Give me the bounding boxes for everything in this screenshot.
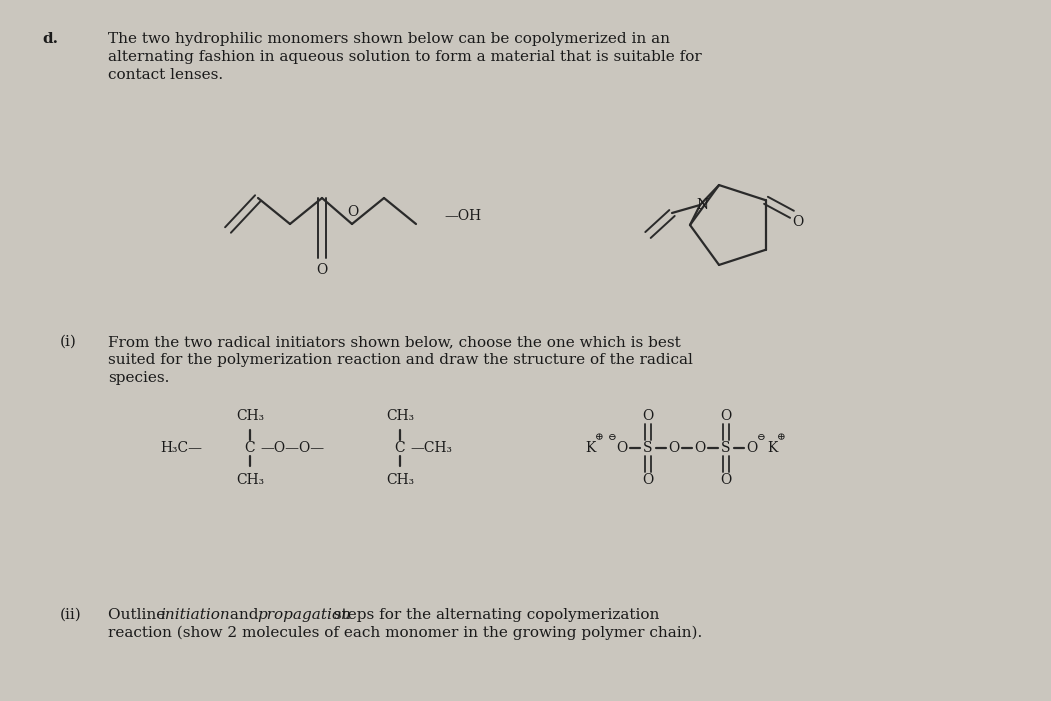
- Text: ⊖: ⊖: [607, 433, 616, 442]
- Text: O: O: [642, 409, 654, 423]
- Text: S: S: [643, 441, 653, 455]
- Text: O: O: [616, 441, 627, 455]
- Text: —O—O—: —O—O—: [260, 441, 324, 455]
- Text: N: N: [696, 198, 708, 212]
- Text: From the two radical initiators shown below, choose the one which is best: From the two radical initiators shown be…: [108, 335, 681, 349]
- Text: K: K: [767, 441, 777, 455]
- Text: O: O: [668, 441, 680, 455]
- Text: O: O: [792, 215, 804, 229]
- Text: H₃C—: H₃C—: [160, 441, 202, 455]
- Text: CH₃: CH₃: [235, 473, 264, 487]
- Text: ⊕: ⊕: [595, 433, 603, 442]
- Text: O: O: [695, 441, 705, 455]
- Text: —CH₃: —CH₃: [410, 441, 452, 455]
- Text: K: K: [584, 441, 595, 455]
- Text: and: and: [225, 608, 264, 622]
- Text: The two hydrophilic monomers shown below can be copolymerized in an: The two hydrophilic monomers shown below…: [108, 32, 669, 46]
- Text: S: S: [721, 441, 730, 455]
- Text: reaction (show 2 molecules of each monomer in the growing polymer chain).: reaction (show 2 molecules of each monom…: [108, 626, 702, 641]
- Text: O: O: [642, 473, 654, 487]
- Text: C: C: [395, 441, 406, 455]
- Text: O: O: [720, 409, 731, 423]
- Text: Outline: Outline: [108, 608, 170, 622]
- Text: C: C: [245, 441, 255, 455]
- Text: O: O: [348, 205, 358, 219]
- Text: species.: species.: [108, 371, 169, 385]
- Text: (i): (i): [60, 335, 77, 349]
- Text: ⊖: ⊖: [757, 433, 765, 442]
- Text: CH₃: CH₃: [235, 409, 264, 423]
- Text: propagation: propagation: [257, 608, 351, 622]
- Text: O: O: [316, 263, 328, 277]
- Text: O: O: [720, 473, 731, 487]
- Text: suited for the polymerization reaction and draw the structure of the radical: suited for the polymerization reaction a…: [108, 353, 693, 367]
- Text: steps for the alternating copolymerization: steps for the alternating copolymerizati…: [329, 608, 659, 622]
- Text: (ii): (ii): [60, 608, 82, 622]
- Text: ⊕: ⊕: [777, 433, 785, 442]
- Text: alternating fashion in aqueous solution to form a material that is suitable for: alternating fashion in aqueous solution …: [108, 50, 702, 64]
- Text: d.: d.: [42, 32, 58, 46]
- Text: initiation: initiation: [160, 608, 230, 622]
- Text: —OH: —OH: [444, 209, 481, 223]
- Text: CH₃: CH₃: [386, 409, 414, 423]
- Text: contact lenses.: contact lenses.: [108, 68, 223, 82]
- Text: O: O: [746, 441, 758, 455]
- Text: CH₃: CH₃: [386, 473, 414, 487]
